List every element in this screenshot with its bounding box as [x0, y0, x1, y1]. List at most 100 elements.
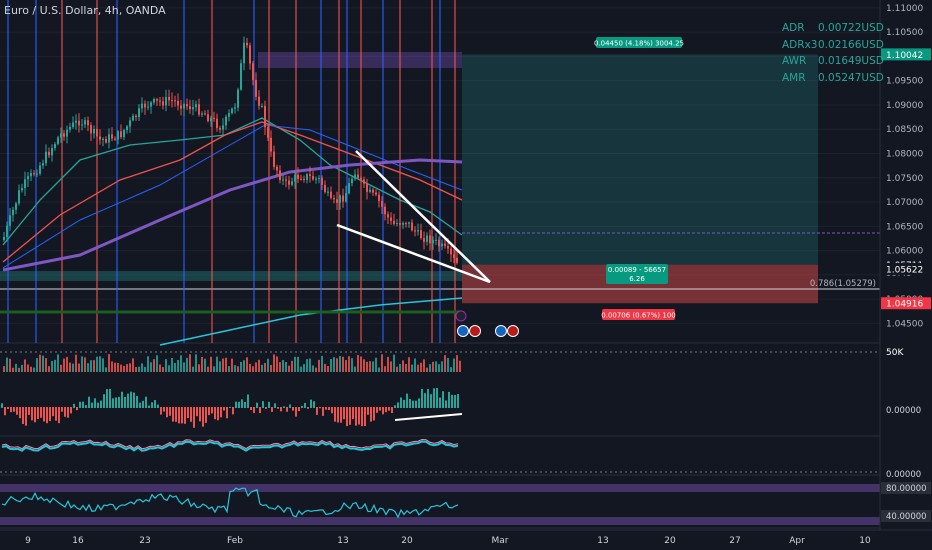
volume-bar — [45, 358, 47, 372]
candle-body — [258, 96, 260, 106]
time-tick: 9 — [25, 536, 31, 546]
candle-body — [162, 101, 164, 106]
histogram-bar — [379, 407, 381, 411]
histogram-bar — [124, 397, 126, 408]
volume-bar — [69, 362, 71, 372]
volume-bar — [378, 367, 380, 372]
histogram-bar — [334, 407, 336, 422]
candle-body — [87, 120, 89, 126]
histogram-bar — [298, 407, 300, 412]
histogram-bar — [268, 401, 270, 408]
indicator-tag-bg — [881, 510, 931, 522]
volume-bar — [165, 359, 167, 372]
volume-bar — [177, 359, 179, 372]
rsi-lower-band — [0, 517, 880, 525]
histogram-bar — [430, 394, 432, 408]
volume-bar — [162, 367, 164, 372]
histogram-bar — [205, 407, 207, 423]
candle-body — [264, 105, 266, 128]
histogram-bar — [394, 405, 396, 408]
position-zones — [0, 52, 880, 353]
volume-bar — [438, 364, 440, 372]
candle-body — [318, 177, 320, 179]
candle-body — [117, 131, 119, 140]
trendline-drawings[interactable] — [336, 150, 491, 421]
candle-body — [189, 106, 191, 110]
volume-bar — [54, 359, 56, 372]
price-tick: 1.09500 — [886, 77, 923, 87]
stat-amr: AMR 0.05247USD — [782, 72, 884, 89]
histogram-bar — [214, 407, 216, 420]
candle-body — [324, 184, 326, 193]
indicator-tick: 0.00000 — [886, 406, 921, 416]
volume-bar — [3, 366, 5, 372]
indicator-tag-bg — [881, 482, 931, 494]
volume-bar — [288, 365, 290, 372]
time-axis[interactable]: 9 16 23 Feb 13 20 Mar 13 20 27 Apr 10 — [0, 529, 932, 550]
volume-bar — [90, 360, 92, 372]
candle-body — [402, 223, 404, 225]
candle-body — [219, 127, 221, 130]
histogram-bar — [271, 407, 273, 412]
histogram-trendline — [394, 413, 463, 421]
volume-bar — [9, 358, 11, 372]
volume-bar — [36, 358, 38, 372]
price-tick: 1.07000 — [886, 198, 923, 208]
candle-body — [345, 193, 347, 202]
price-axis[interactable]: 1.110001.105001.100001.095001.090001.085… — [879, 0, 932, 550]
volume-bar — [354, 366, 356, 372]
histogram-bar — [220, 407, 222, 418]
price-tick: 1.06000 — [886, 247, 923, 257]
lower-trendline — [336, 223, 491, 284]
demand-zone — [0, 271, 462, 281]
volume-bar — [24, 359, 26, 372]
candle-body — [216, 118, 218, 128]
candle-body — [180, 105, 182, 109]
candle-body — [228, 113, 230, 117]
volume-bar — [342, 356, 344, 372]
histogram-bar — [304, 402, 306, 408]
volume-bar — [156, 355, 158, 372]
candle-body — [84, 120, 86, 125]
volume-bar — [306, 359, 308, 372]
volume-bar — [237, 366, 239, 372]
volume-bar — [396, 366, 398, 372]
candle-body — [54, 144, 56, 149]
chart-labels: 0.04450 (4.18%) 3004.25 0.00089 - 566576.… — [455, 37, 876, 337]
candle-body — [156, 99, 158, 101]
candle-body — [63, 133, 65, 137]
indicator-tick: 0.00000 — [886, 470, 921, 480]
oscillator-signal — [1, 438, 459, 450]
volume-bar — [456, 355, 458, 372]
volume-bar — [168, 365, 170, 372]
stat-value: 0.01649USD — [818, 55, 884, 67]
histogram-bar — [346, 407, 348, 427]
price-tag: 1.05622 — [886, 265, 923, 275]
volume-bar — [75, 354, 77, 372]
histogram-bar — [355, 407, 357, 426]
histogram-bar — [184, 407, 186, 424]
volume-bar — [138, 366, 140, 372]
histogram-bar — [277, 407, 279, 409]
economic-event-flag-icon — [469, 325, 481, 337]
histogram-bar — [13, 407, 15, 412]
time-tick: 10 — [859, 536, 871, 546]
volume-bar — [267, 358, 269, 372]
volume-bar — [360, 356, 362, 372]
candle-body — [195, 104, 197, 108]
entry-label-secondary: 6.26 — [629, 275, 645, 283]
volume-bar — [399, 363, 401, 372]
histogram-bar — [427, 389, 429, 408]
volume-bar — [102, 358, 104, 372]
volume-bar — [198, 364, 200, 372]
stat-value: 0.05247USD — [818, 71, 884, 84]
histogram-bar — [439, 397, 441, 408]
histogram-bar — [328, 407, 330, 411]
candle-body — [126, 126, 128, 131]
volume-bar — [111, 361, 113, 372]
candle-body — [246, 42, 248, 46]
histogram-bar — [160, 407, 162, 415]
volume-bar — [105, 367, 107, 372]
volume-bar — [216, 356, 218, 372]
